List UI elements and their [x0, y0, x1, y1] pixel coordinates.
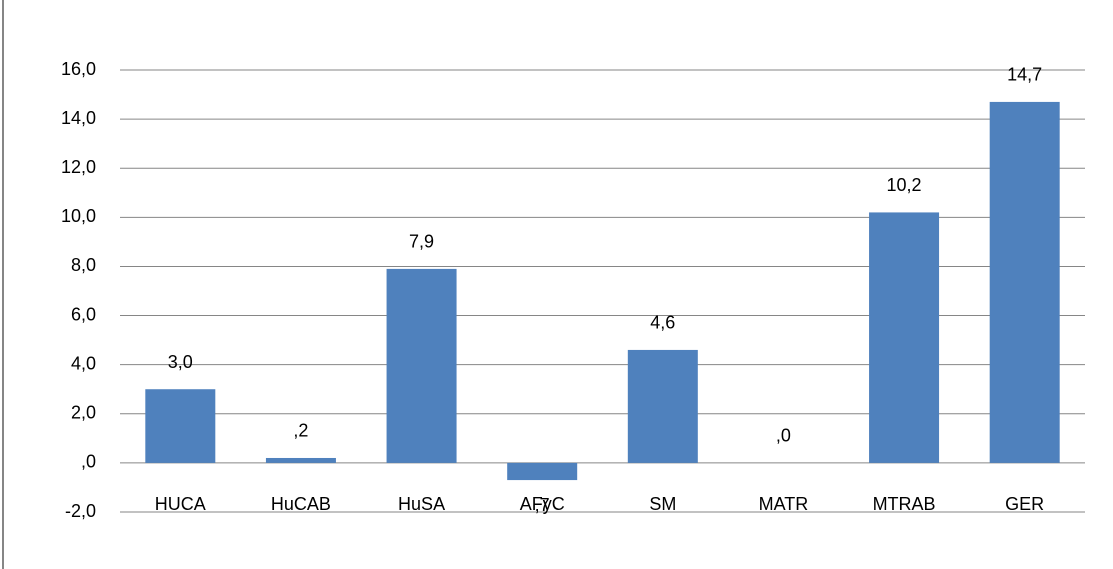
x-tick-label: GER — [1005, 494, 1044, 514]
y-tick-label: ,0 — [81, 452, 96, 472]
value-label: 4,6 — [650, 313, 675, 333]
value-label: 3,0 — [168, 352, 193, 372]
value-label: ,2 — [293, 421, 308, 441]
y-tick-label: 6,0 — [71, 304, 96, 324]
y-tick-label: 2,0 — [71, 403, 96, 423]
y-tick-label: 4,0 — [71, 353, 96, 373]
value-label: 7,9 — [409, 232, 434, 252]
bar — [145, 389, 216, 463]
value-label: ,0 — [776, 426, 791, 446]
x-tick-label: MATR — [759, 494, 809, 514]
bar — [386, 268, 457, 463]
bar — [507, 462, 578, 481]
x-tick-label: SM — [649, 494, 676, 514]
x-tick-label: AFyC — [520, 494, 565, 514]
bar — [265, 457, 336, 463]
y-tick-label: 10,0 — [61, 206, 96, 226]
value-label: 14,7 — [1007, 65, 1042, 85]
x-tick-label: HuCAB — [271, 494, 331, 514]
x-tick-label: MTRAB — [873, 494, 936, 514]
x-tick-label: HuSA — [398, 494, 445, 514]
bar — [627, 349, 698, 463]
y-tick-label: 14,0 — [61, 108, 96, 128]
y-tick-label: 12,0 — [61, 157, 96, 177]
y-tick-label: -2,0 — [65, 501, 96, 521]
bar — [989, 101, 1060, 463]
x-tick-label: HUCA — [155, 494, 206, 514]
value-label: ,7 — [535, 495, 550, 515]
y-tick-label: 8,0 — [71, 255, 96, 275]
y-tick-label: 16,0 — [61, 59, 96, 79]
value-label: 10,2 — [887, 175, 922, 195]
bar — [869, 212, 940, 463]
